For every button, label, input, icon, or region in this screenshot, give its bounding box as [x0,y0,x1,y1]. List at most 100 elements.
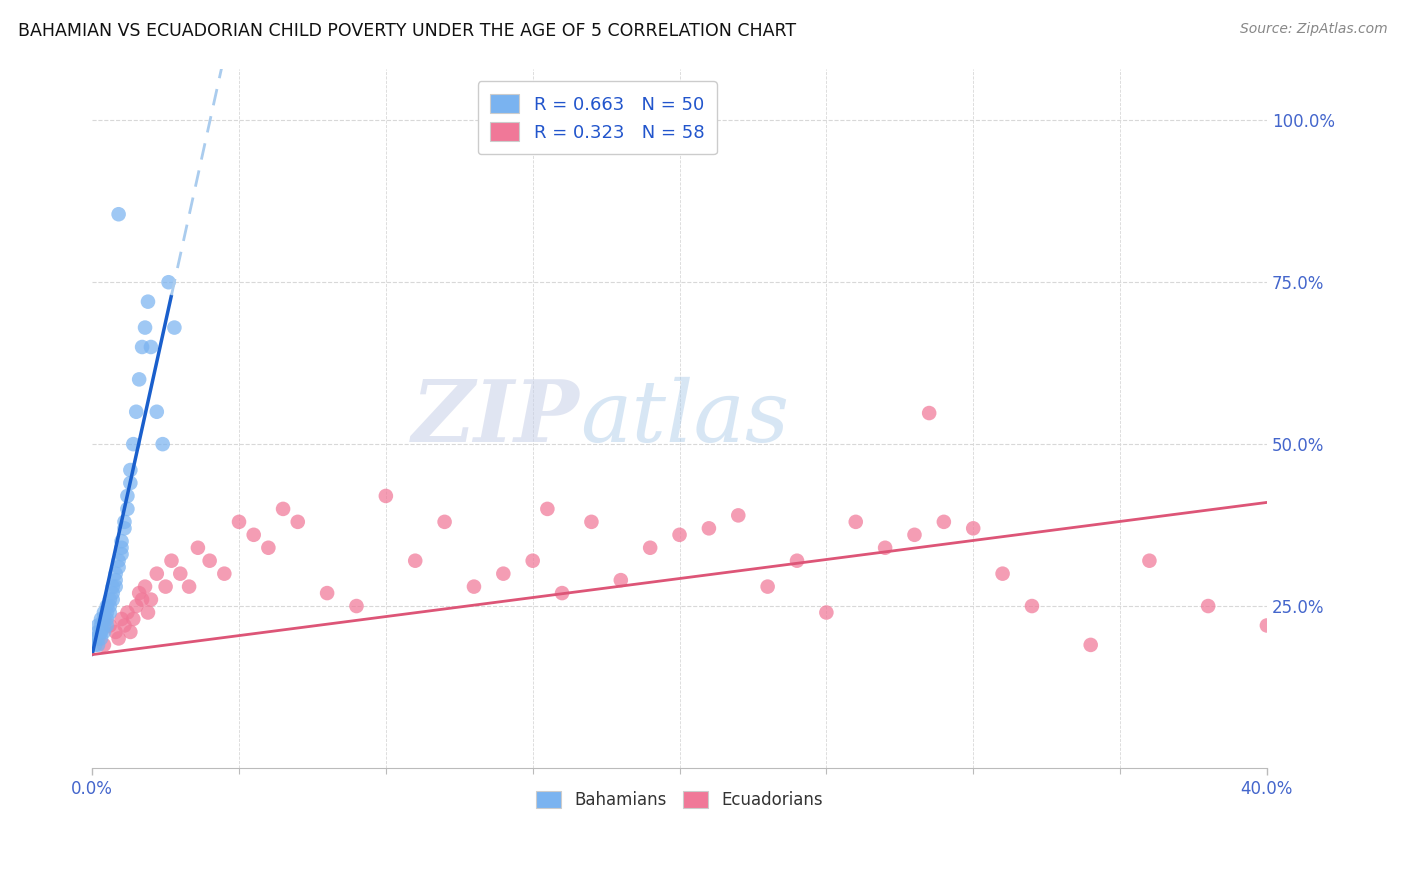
Point [117,502,139,516]
Point [87,624,110,639]
Point [163,320,186,334]
Point [697,521,720,535]
Point [90,618,112,632]
Point [136,294,159,309]
Point [139,340,162,354]
Point [122,437,145,451]
Legend: Bahamians, Ecuadorians: Bahamians, Ecuadorians [529,784,830,815]
Point [104,566,127,581]
Point [104,624,127,639]
Point [110,547,132,561]
Point [98,618,121,632]
Point [107,560,129,574]
Point [93,606,115,620]
Point [581,515,603,529]
Point [131,592,153,607]
Point [1139,554,1161,568]
Point [93,612,115,626]
Point [727,508,749,523]
Point [287,515,309,529]
Point [90,612,112,626]
Point [93,618,115,632]
Point [122,612,145,626]
Point [120,463,142,477]
Point [146,405,169,419]
Point [638,541,661,555]
Point [187,541,209,555]
Point [90,624,112,639]
Point [117,489,139,503]
Point [492,566,515,581]
Point [96,612,118,626]
Point [522,554,544,568]
Point [114,618,136,632]
Point [110,612,132,626]
Point [117,606,139,620]
Point [101,580,124,594]
Point [101,592,124,607]
Point [96,606,118,620]
Point [536,502,558,516]
Point [1080,638,1102,652]
Text: ZIP: ZIP [412,376,579,460]
Point [96,618,118,632]
Point [90,632,112,646]
Point [107,632,129,646]
Point [1021,599,1043,613]
Point [962,521,984,535]
Point [87,618,110,632]
Point [90,624,112,639]
Point [134,320,156,334]
Point [177,580,200,594]
Point [932,515,955,529]
Point [815,606,838,620]
Point [756,580,779,594]
Point [433,515,456,529]
Point [316,586,339,600]
Point [107,554,129,568]
Point [404,554,426,568]
Point [110,541,132,555]
Point [96,599,118,613]
Point [1256,618,1278,632]
Point [110,534,132,549]
Point [346,599,368,613]
Point [136,606,159,620]
Point [668,528,690,542]
Point [786,554,808,568]
Point [93,638,115,652]
Point [98,592,121,607]
Point [160,554,183,568]
Point [87,638,110,652]
Point [903,528,925,542]
Point [257,541,280,555]
Point [875,541,897,555]
Point [551,586,574,600]
Point [84,632,107,646]
Point [169,566,191,581]
Point [991,566,1014,581]
Point [214,566,236,581]
Point [1197,599,1219,613]
Point [98,606,121,620]
Point [120,475,142,490]
Point [271,502,294,516]
Point [84,638,107,652]
Point [87,632,110,646]
Point [120,624,142,639]
Point [155,580,177,594]
Point [463,580,485,594]
Point [610,573,633,587]
Point [228,515,250,529]
Point [918,406,941,420]
Point [93,624,115,639]
Point [114,515,136,529]
Point [128,586,150,600]
Point [125,599,148,613]
Point [128,372,150,386]
Point [131,340,153,354]
Point [139,592,162,607]
Text: BAHAMIAN VS ECUADORIAN CHILD POVERTY UNDER THE AGE OF 5 CORRELATION CHART: BAHAMIAN VS ECUADORIAN CHILD POVERTY UND… [18,22,796,40]
Point [114,521,136,535]
Point [104,580,127,594]
